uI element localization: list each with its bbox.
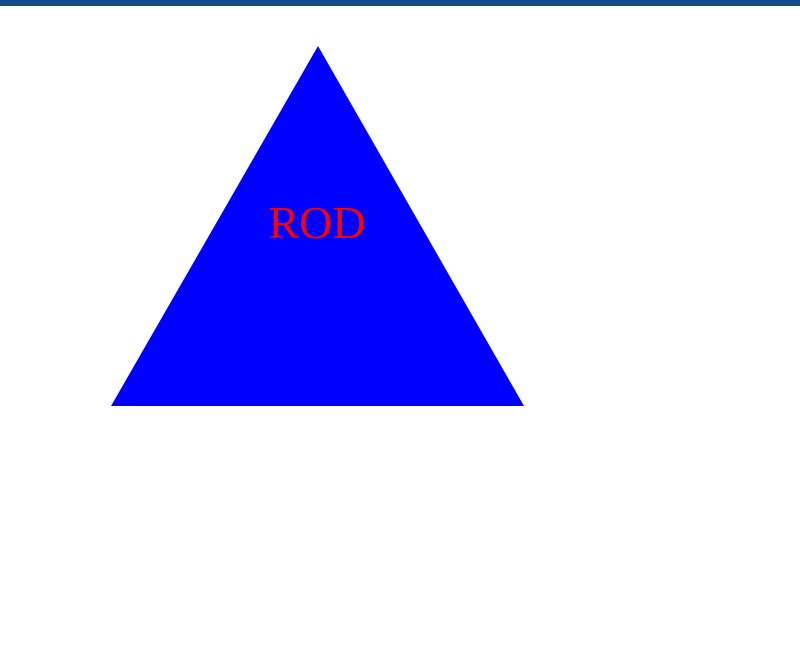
blue-triangle [111, 46, 524, 406]
top-bar [0, 0, 800, 6]
triangle-label: ROD [268, 197, 365, 248]
